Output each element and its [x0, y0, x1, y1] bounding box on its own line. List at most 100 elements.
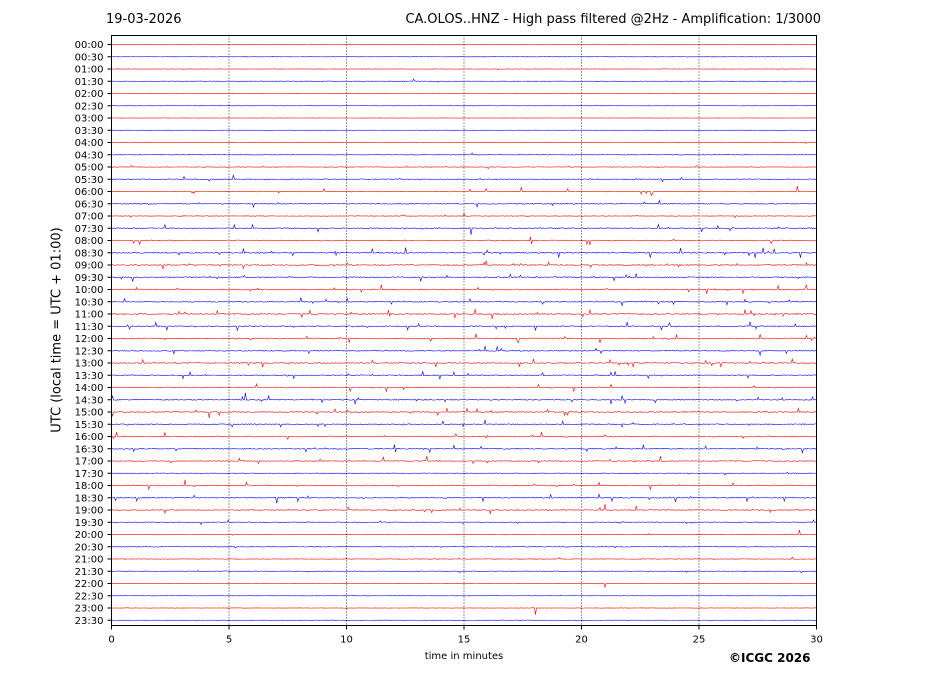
grid-lines: [228, 35, 700, 626]
trace-row-26: [111, 357, 817, 368]
y-tick-label-14: 07:00: [75, 212, 104, 223]
trace-row-38: [111, 503, 817, 515]
y-tick-label-23: 11:30: [75, 322, 104, 333]
y-tick-label-6: 03:00: [75, 114, 104, 125]
y-tick-label-37: 18:30: [75, 493, 104, 504]
y-tick-label-35: 17:30: [75, 469, 104, 480]
y-tick-label-0: 00:00: [75, 40, 104, 51]
y-tick-label-13: 06:30: [75, 199, 104, 210]
trace-row-12: [111, 185, 817, 197]
trace-row-18: [111, 260, 817, 270]
trace-row-27: [111, 370, 817, 380]
trace-row-2: [111, 68, 817, 71]
y-tick-label-18: 09:00: [75, 261, 104, 272]
y-tick-label-31: 15:30: [75, 420, 104, 431]
x-tick-label-3: 15: [458, 635, 471, 646]
y-tick-label-41: 20:30: [75, 542, 104, 553]
trace-row-13: [111, 199, 817, 209]
trace-row-42: [111, 556, 817, 561]
y-tick-label-32: 16:00: [75, 432, 104, 443]
y-tick-label-46: 23:00: [75, 604, 104, 615]
y-tick-label-24: 12:00: [75, 334, 104, 345]
trace-row-21: [111, 297, 817, 307]
trace-row-22: [111, 309, 817, 320]
y-tick-label-22: 11:00: [75, 310, 104, 321]
y-tick-label-8: 04:00: [75, 138, 104, 149]
y-tick-label-4: 02:00: [75, 89, 104, 100]
copyright-label: ©ICGC 2026: [729, 651, 811, 665]
x-tick-label-1: 5: [226, 635, 232, 646]
trace-row-23: [111, 321, 817, 332]
trace-row-14: [111, 213, 817, 219]
trace-row-29: [111, 392, 817, 405]
trace-row-28: [111, 382, 817, 393]
y-tick-label-19: 09:30: [75, 273, 104, 284]
trace-row-10: [111, 164, 817, 170]
trace-row-35: [111, 471, 817, 476]
x-tick-label-0: 0: [108, 635, 114, 646]
y-tick-label-5: 02:30: [75, 101, 104, 112]
y-tick-label-21: 10:30: [75, 297, 104, 308]
trace-row-36: [111, 479, 817, 491]
date-label: 19-03-2026: [106, 12, 182, 27]
trace-row-16: [111, 236, 817, 246]
y-tick-label-27: 13:30: [75, 371, 104, 382]
trace-row-31: [111, 419, 817, 428]
y-tick-label-15: 07:30: [75, 224, 104, 235]
x-tick-labels: 0 5 10 15 20 25 30: [108, 625, 823, 646]
y-axis-label: UTC (local time = UTC + 01:00): [49, 227, 65, 433]
x-tick-label-5: 25: [693, 635, 706, 646]
y-tick-label-10: 05:00: [75, 163, 104, 174]
y-tick-label-38: 19:00: [75, 506, 104, 517]
y-tick-label-2: 01:00: [75, 65, 104, 76]
chart-title: CA.OLOS..HNZ - High pass filtered @2Hz -…: [405, 12, 821, 27]
trace-row-34: [111, 455, 817, 465]
trace-row-40: [111, 529, 817, 536]
y-tick-label-42: 21:00: [75, 555, 104, 566]
trace-row-37: [111, 493, 817, 504]
x-tick-label-6: 30: [810, 635, 823, 646]
y-tick-label-44: 22:00: [75, 579, 104, 590]
y-tick-label-39: 19:30: [75, 518, 104, 529]
x-tick-label-2: 10: [340, 635, 353, 646]
y-tick-label-34: 17:00: [75, 457, 104, 468]
trace-row-17: [111, 247, 817, 258]
y-tick-label-7: 03:30: [75, 126, 104, 137]
trace-row-15: [111, 223, 817, 235]
trace-row-41: [111, 545, 817, 549]
trace-row-24: [111, 333, 817, 344]
y-tick-label-20: 10:00: [75, 285, 104, 296]
trace-row-39: [111, 519, 817, 526]
trace-group: [111, 44, 817, 621]
y-tick-label-26: 13:00: [75, 359, 104, 370]
y-tick-label-45: 22:30: [75, 591, 104, 602]
trace-row-43: [111, 570, 817, 574]
y-tick-label-33: 16:30: [75, 444, 104, 455]
y-tick-label-25: 12:30: [75, 346, 104, 357]
trace-row-44: [111, 582, 817, 588]
y-tick-label-11: 05:30: [75, 175, 104, 186]
y-tick-label-3: 01:30: [75, 77, 104, 88]
y-tick-label-43: 21:30: [75, 567, 104, 578]
y-tick-label-1: 00:30: [75, 52, 104, 63]
trace-row-32: [111, 431, 817, 441]
trace-row-19: [111, 273, 817, 282]
trace-row-30: [111, 407, 817, 418]
y-tick-label-40: 20:00: [75, 530, 104, 541]
y-tick-label-36: 18:00: [75, 481, 104, 492]
y-tick-label-28: 14:00: [75, 383, 104, 394]
y-tick-label-17: 08:30: [75, 248, 104, 259]
y-tick-label-30: 15:00: [75, 408, 104, 419]
y-tick-label-9: 04:30: [75, 150, 104, 161]
x-tick-label-4: 20: [575, 635, 588, 646]
y-tick-label-12: 06:00: [75, 187, 104, 198]
trace-row-46: [111, 607, 817, 615]
y-tick-label-47: 23:30: [75, 616, 104, 627]
trace-row-20: [111, 284, 817, 295]
y-tick-label-16: 08:00: [75, 236, 104, 247]
y-tick-label-29: 14:30: [75, 395, 104, 406]
trace-row-8: [111, 141, 817, 144]
trace-row-33: [111, 444, 817, 455]
